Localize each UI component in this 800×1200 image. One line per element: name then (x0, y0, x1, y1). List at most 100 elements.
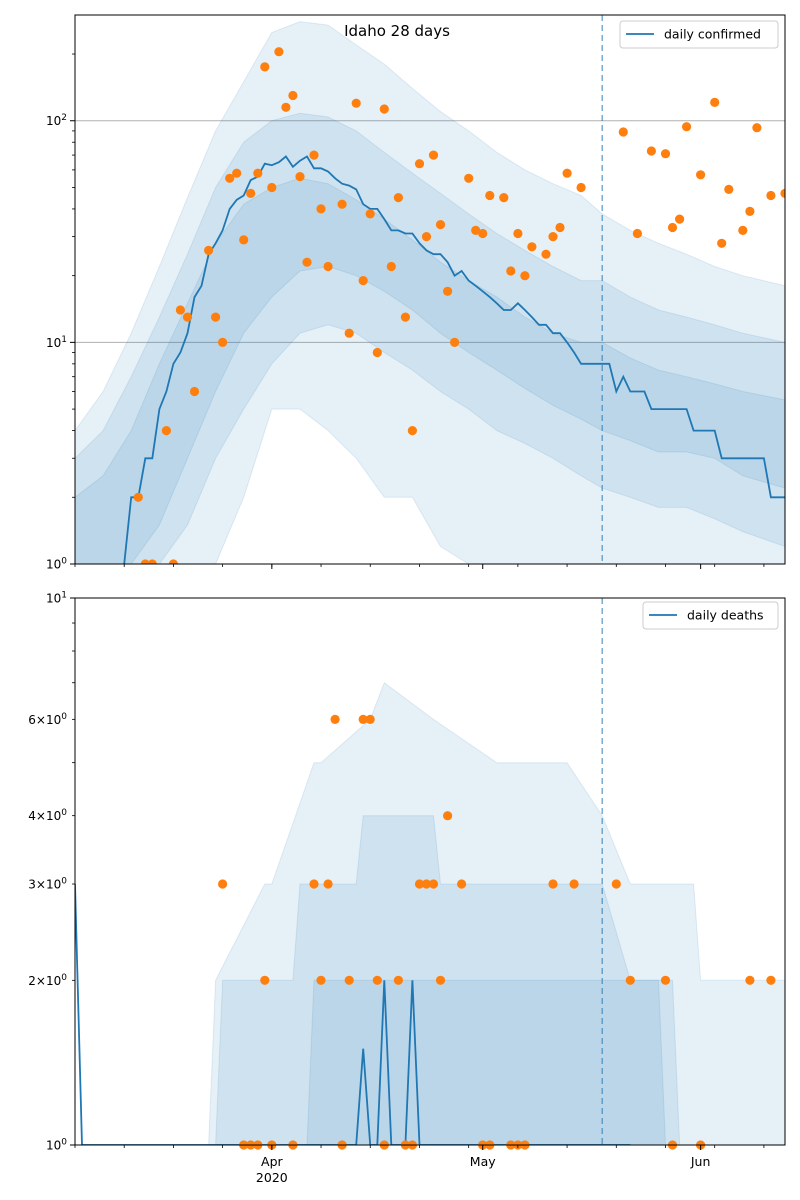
observed-point (625, 975, 635, 985)
observed-point (337, 199, 347, 209)
observed-point (421, 232, 432, 242)
confirmed-x-axis (74, 564, 765, 569)
observed-point (358, 714, 368, 725)
chart-title: Idaho 28 days (344, 22, 450, 40)
y-tick-label: 101 (46, 335, 67, 350)
observed-point (478, 228, 488, 239)
observed-point (211, 312, 221, 322)
observed-point (344, 328, 354, 338)
observed-point (309, 879, 319, 889)
observed-point (400, 312, 410, 322)
observed-point (780, 188, 785, 198)
deaths-legend: daily deaths (642, 601, 779, 630)
y-tick-label: 101 (46, 591, 67, 606)
observed-point (414, 879, 425, 889)
observed-point (147, 559, 157, 564)
observed-point (218, 879, 228, 889)
observed-point (443, 811, 453, 821)
observed-point (161, 426, 171, 436)
observed-point (302, 257, 312, 267)
observed-point (745, 975, 755, 985)
observed-point (372, 975, 382, 985)
observed-point (576, 182, 586, 193)
observed-point (471, 225, 481, 235)
observed-point (295, 172, 305, 182)
observed-point (414, 159, 425, 169)
observed-point (527, 242, 537, 252)
observed-point (428, 150, 439, 160)
observed-point (288, 90, 298, 101)
observed-point (724, 184, 734, 194)
observed-point (182, 312, 193, 322)
observed-point (548, 232, 558, 242)
observed-point (506, 266, 516, 276)
y-tick-label: 100 (46, 1138, 67, 1153)
deaths-observed-points (218, 714, 776, 1150)
observed-point (435, 220, 446, 230)
observed-point (710, 97, 720, 107)
confirmed-panel: 100 101 102 Idaho 28 days daily confirmed (46, 14, 786, 572)
observed-point (548, 879, 558, 889)
observed-point (168, 559, 178, 564)
observed-point (372, 347, 382, 358)
observed-point (569, 879, 579, 889)
observed-point (499, 193, 509, 203)
observed-point (682, 122, 692, 132)
uncertainty-band (75, 177, 785, 564)
legend-box (642, 601, 779, 630)
observed-point (365, 714, 375, 725)
observed-point (365, 209, 375, 219)
observed-point (232, 168, 242, 178)
observed-point (274, 47, 284, 57)
observed-point (260, 62, 270, 72)
deaths-series-lines (75, 883, 631, 1145)
observed-point (316, 204, 326, 214)
x-tick-label: Jun (690, 1154, 711, 1169)
observed-point (218, 337, 228, 347)
observed-point (421, 879, 432, 889)
uncertainty-band (75, 681, 785, 1145)
observed-point (316, 975, 326, 985)
observed-point (225, 173, 235, 183)
observed-point (660, 975, 671, 985)
observed-point (358, 276, 368, 286)
observed-point (393, 975, 403, 985)
deaths-axes-frame (74, 597, 786, 1146)
observed-point (646, 146, 657, 156)
observed-point (435, 975, 446, 985)
confirmed-legend: daily confirmed (619, 20, 779, 49)
observed-point (766, 190, 776, 201)
observed-point (696, 170, 706, 180)
observed-point (281, 102, 291, 112)
legend-label-daily-confirmed: daily confirmed (664, 27, 761, 42)
observed-point (752, 123, 762, 133)
observed-point (323, 261, 333, 272)
observed-point (660, 149, 671, 159)
observed-point (555, 222, 565, 233)
legend-box (619, 20, 779, 49)
y-tick-label: 102 (46, 113, 67, 128)
y-minor-tick-label: 2×100 (28, 973, 67, 988)
uncertainty-band (75, 815, 785, 1145)
y-minor-tick-label: 4×100 (28, 808, 67, 823)
observed-point (562, 168, 572, 178)
series-line-confirmed (123, 155, 785, 564)
deaths-y-axis: 100 101 2×100 3×100 4×100 6×100 (28, 591, 75, 1153)
observed-point (457, 879, 467, 889)
x-tick-label: May (470, 1154, 496, 1169)
observed-point (520, 271, 530, 281)
observed-point (267, 182, 277, 193)
observed-point (133, 492, 143, 502)
observed-point (253, 168, 263, 178)
x-tick-year-label: 2020 (256, 1170, 288, 1185)
observed-point (450, 337, 460, 347)
uncertainty-band (75, 21, 785, 564)
observed-point (541, 249, 551, 259)
observed-point (175, 305, 185, 315)
confirmed-observed-points (133, 47, 785, 564)
legend-label-daily-deaths: daily deaths (687, 608, 764, 623)
observed-point (618, 127, 628, 137)
